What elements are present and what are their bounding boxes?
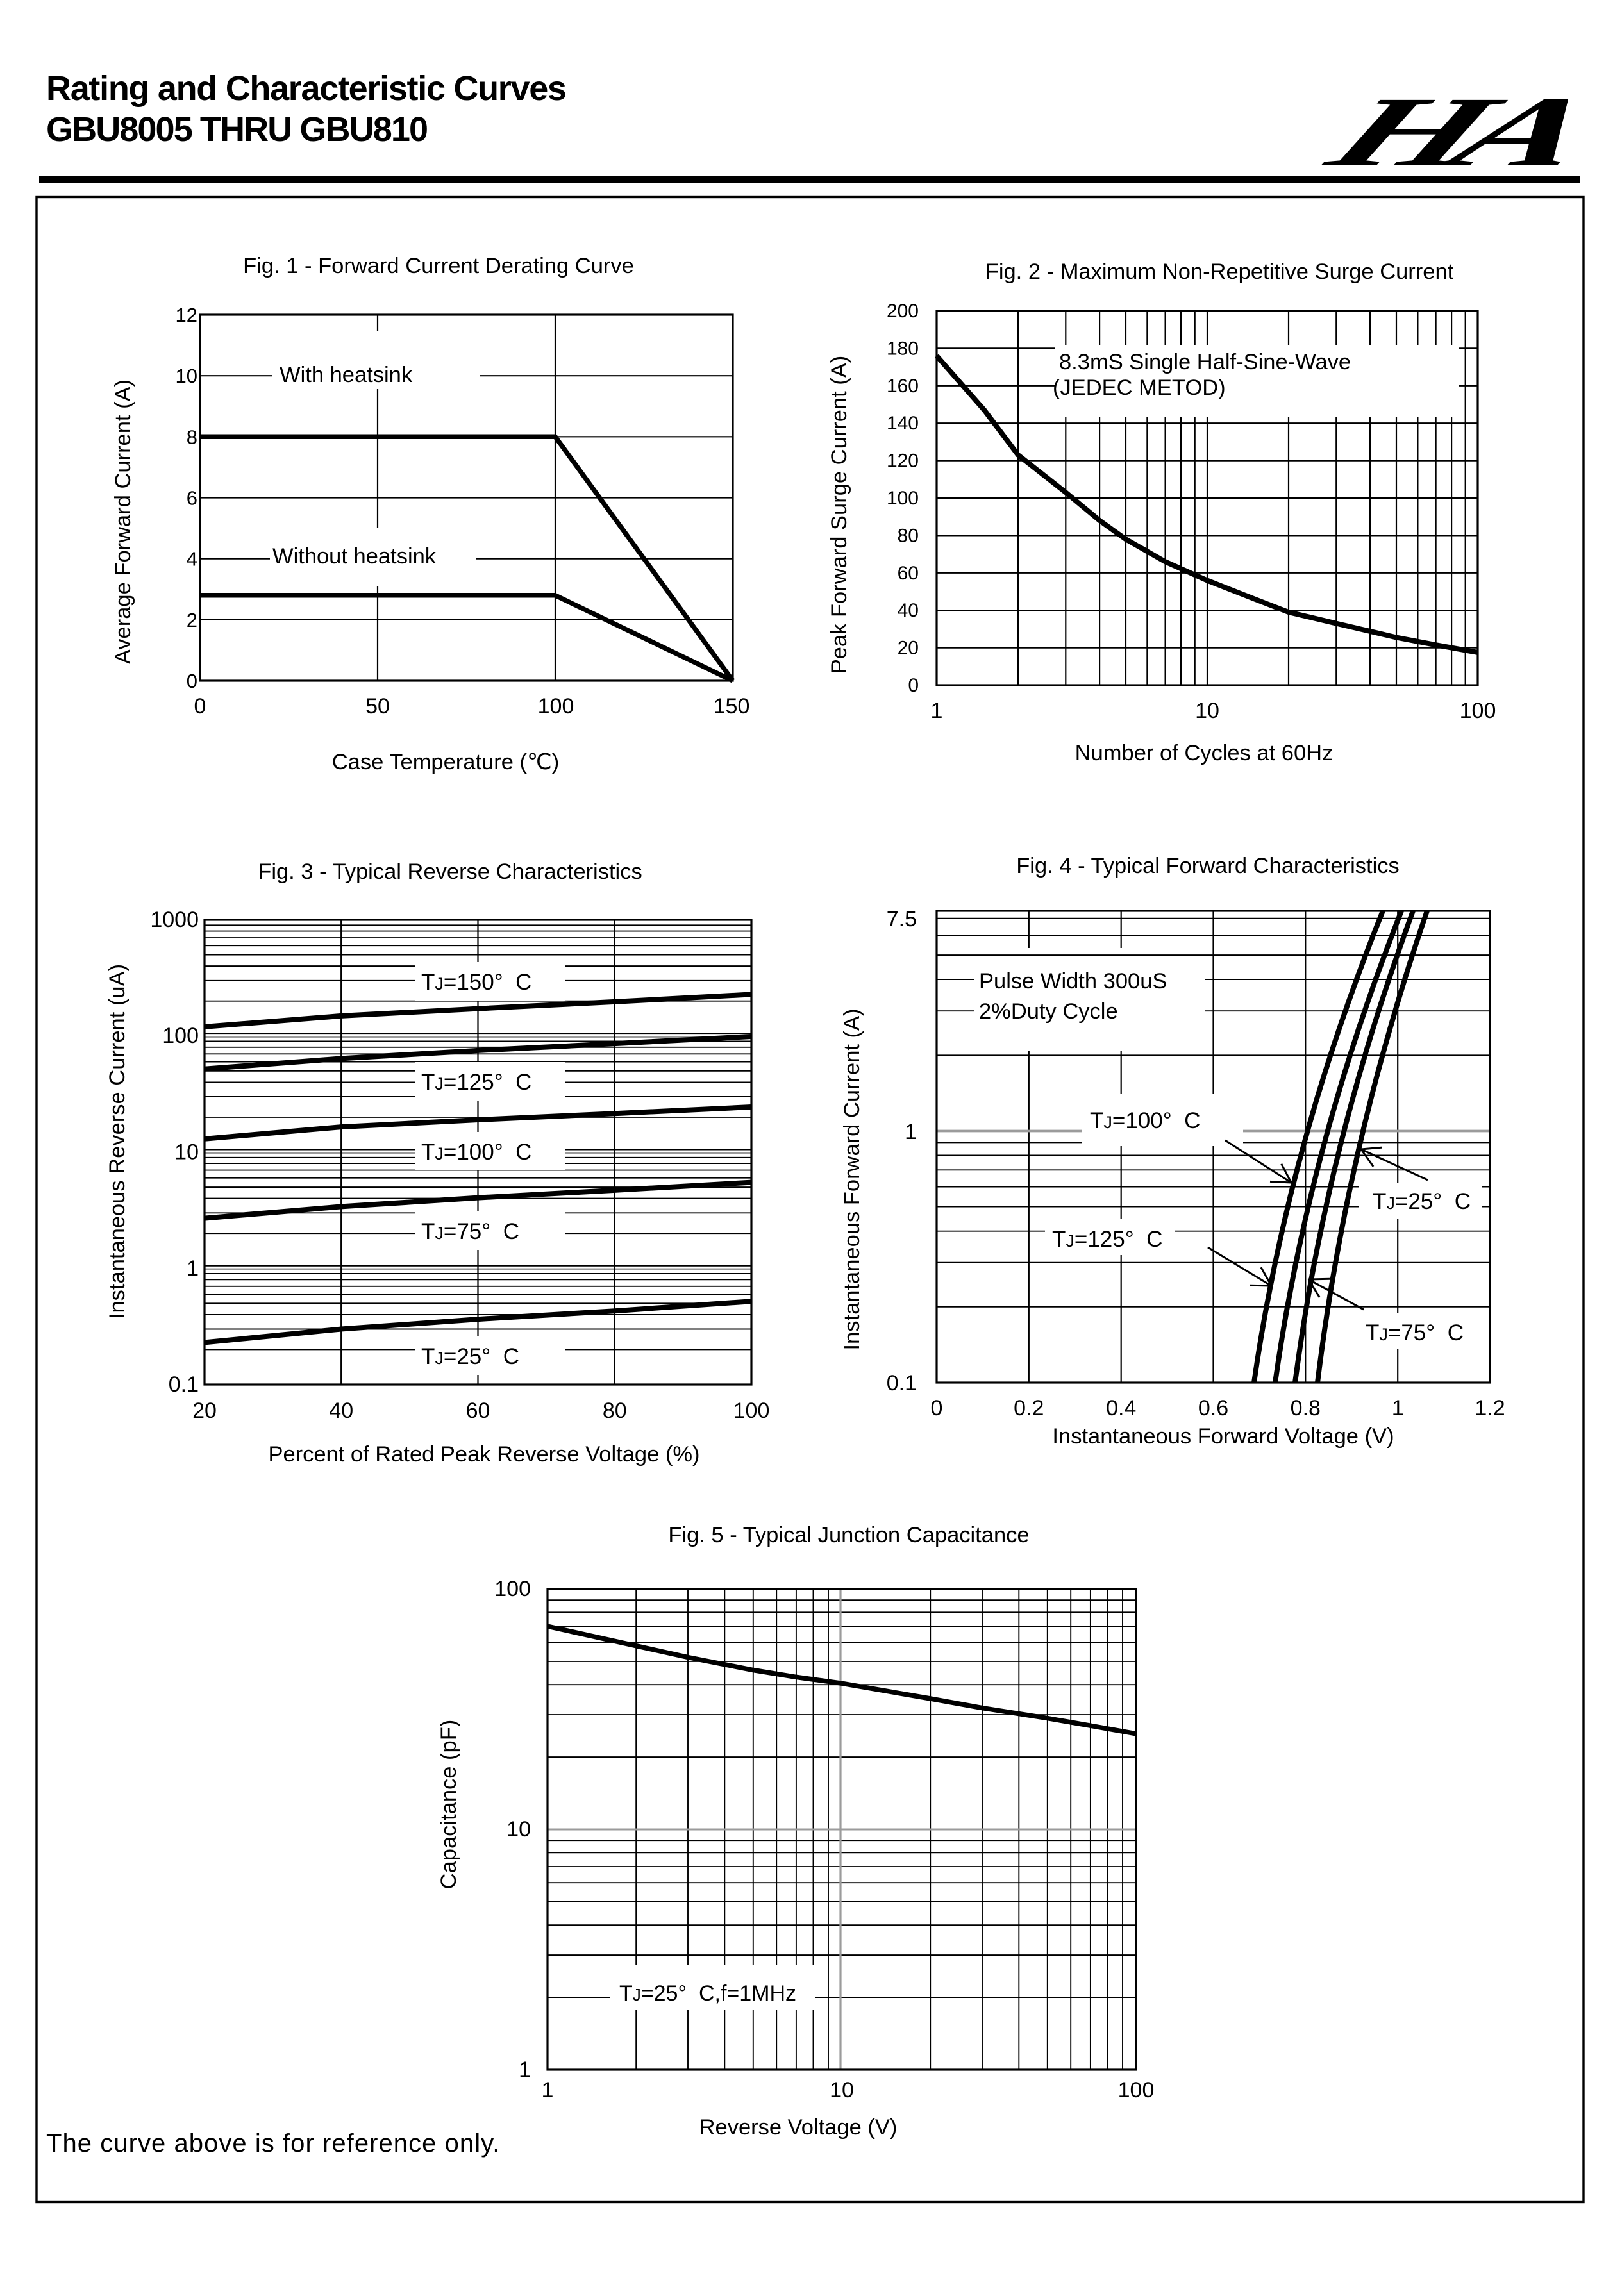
svg-text:Number of Cycles at 60Hz: Number of Cycles at 60Hz xyxy=(1075,741,1334,765)
svg-text:TJ=125° C: TJ=125° C xyxy=(1052,1227,1162,1252)
svg-text:0.1: 0.1 xyxy=(887,1371,917,1395)
svg-text:40: 40 xyxy=(329,1399,353,1423)
svg-text:10: 10 xyxy=(1195,699,1219,723)
svg-text:TJ=75° C: TJ=75° C xyxy=(421,1219,519,1244)
svg-text:Rating and Characteristic Curv: Rating and Characteristic Curves xyxy=(46,69,566,108)
svg-text:1: 1 xyxy=(905,1120,917,1144)
svg-text:TJ=100° C: TJ=100° C xyxy=(1090,1108,1200,1133)
svg-text:40: 40 xyxy=(898,600,919,621)
svg-text:Instantaneous Reverse Current: Instantaneous Reverse Current (uA) xyxy=(105,964,130,1319)
svg-text:1: 1 xyxy=(187,1256,199,1281)
svg-text:HA: HA xyxy=(1298,76,1622,187)
svg-text:Average Forward Current (A): Average Forward Current (A) xyxy=(111,379,135,664)
svg-text:80: 80 xyxy=(898,525,919,546)
svg-text:1: 1 xyxy=(519,2058,531,2082)
svg-text:100: 100 xyxy=(538,694,574,719)
svg-text:120: 120 xyxy=(887,451,919,472)
svg-text:Fig. 2 - Maximum Non-Repetitiv: Fig. 2 - Maximum Non-Repetitive Surge Cu… xyxy=(985,260,1454,284)
svg-text:1: 1 xyxy=(931,699,943,723)
svg-text:(JEDEC METOD): (JEDEC METOD) xyxy=(1053,376,1226,400)
svg-text:20: 20 xyxy=(192,1399,217,1423)
svg-text:Fig. 5 - Typical Junction Capa: Fig. 5 - Typical Junction Capacitance xyxy=(668,1523,1029,1547)
svg-text:TJ=25° C: TJ=25° C xyxy=(1373,1189,1471,1214)
svg-text:100: 100 xyxy=(494,1577,531,1601)
svg-text:100: 100 xyxy=(162,1024,199,1048)
svg-text:100: 100 xyxy=(733,1399,770,1423)
svg-text:With heatsink: With heatsink xyxy=(280,363,413,387)
svg-text:TJ=150° C: TJ=150° C xyxy=(421,970,531,995)
svg-text:Case Temperature (℃): Case Temperature (℃) xyxy=(332,750,559,774)
svg-text:10: 10 xyxy=(830,2078,854,2102)
svg-text:0: 0 xyxy=(908,675,919,696)
svg-text:Percent of Rated Peak Reverse: Percent of Rated Peak Reverse Voltage (%… xyxy=(268,1442,699,1467)
svg-text:TJ=25° C,f=1MHz: TJ=25° C,f=1MHz xyxy=(619,1981,796,2006)
svg-text:100: 100 xyxy=(887,488,919,509)
svg-text:20: 20 xyxy=(898,638,919,659)
svg-text:0.2: 0.2 xyxy=(1014,1396,1044,1420)
svg-text:1: 1 xyxy=(1392,1396,1404,1420)
svg-text:2: 2 xyxy=(187,609,197,631)
svg-text:100: 100 xyxy=(1118,2078,1155,2102)
svg-text:50: 50 xyxy=(365,694,390,719)
svg-text:8: 8 xyxy=(187,426,197,448)
svg-text:150: 150 xyxy=(714,694,750,719)
svg-text:6: 6 xyxy=(187,487,197,510)
svg-text:160: 160 xyxy=(887,376,919,397)
svg-text:10: 10 xyxy=(176,365,197,387)
svg-text:7.5: 7.5 xyxy=(887,907,917,931)
svg-text:Pulse Width 300uS: Pulse Width 300uS xyxy=(979,969,1167,994)
svg-text:TJ=25° C: TJ=25° C xyxy=(421,1344,519,1369)
svg-text:The curve above is for referen: The curve above is for reference only. xyxy=(46,2129,500,2158)
svg-text:0.1: 0.1 xyxy=(169,1372,199,1397)
svg-text:Instantaneous Forward Voltage: Instantaneous Forward Voltage (V) xyxy=(1052,1424,1394,1449)
svg-text:0.6: 0.6 xyxy=(1198,1396,1228,1420)
svg-text:Fig. 3 - Typical Reverse Chara: Fig. 3 - Typical Reverse Characteristics xyxy=(258,860,642,884)
svg-text:60: 60 xyxy=(466,1399,490,1423)
svg-text:Fig. 4 - Typical Forward Chara: Fig. 4 - Typical Forward Characteristics xyxy=(1016,854,1400,878)
svg-text:8.3mS Single Half-Sine-Wave: 8.3mS Single Half-Sine-Wave xyxy=(1059,350,1351,374)
svg-text:180: 180 xyxy=(887,338,919,359)
svg-text:100: 100 xyxy=(1460,699,1496,723)
svg-text:1.2: 1.2 xyxy=(1475,1396,1505,1420)
svg-text:200: 200 xyxy=(887,301,919,322)
svg-text:80: 80 xyxy=(603,1399,627,1423)
svg-text:TJ=100° C: TJ=100° C xyxy=(421,1140,531,1165)
svg-text:TJ=75° C: TJ=75° C xyxy=(1366,1320,1464,1345)
svg-text:60: 60 xyxy=(898,563,919,584)
svg-text:Fig. 1 - Forward Current Derat: Fig. 1 - Forward Current Derating Curve xyxy=(243,254,634,278)
svg-text:1000: 1000 xyxy=(150,908,199,932)
svg-text:TJ=125° C: TJ=125° C xyxy=(421,1070,531,1095)
svg-text:10: 10 xyxy=(506,1817,531,1842)
svg-text:0.8: 0.8 xyxy=(1291,1396,1321,1420)
svg-text:10: 10 xyxy=(174,1140,199,1165)
svg-text:GBU8005 THRU GBU810: GBU8005 THRU GBU810 xyxy=(46,110,427,149)
svg-text:0: 0 xyxy=(187,670,197,692)
svg-text:12: 12 xyxy=(176,304,197,326)
svg-text:2%Duty Cycle: 2%Duty Cycle xyxy=(979,999,1118,1024)
svg-text:Reverse Voltage (V): Reverse Voltage (V) xyxy=(699,2115,898,2140)
svg-text:Peak Forward Surge Current (A): Peak Forward Surge Current (A) xyxy=(827,356,851,674)
svg-text:0: 0 xyxy=(931,1396,943,1420)
svg-text:1: 1 xyxy=(542,2078,554,2102)
svg-text:Capacitance (pF): Capacitance (pF) xyxy=(437,1720,461,1890)
svg-text:0.4: 0.4 xyxy=(1106,1396,1136,1420)
svg-text:140: 140 xyxy=(887,413,919,434)
svg-text:Without heatsink: Without heatsink xyxy=(272,544,437,569)
svg-text:Instantaneous Forward Current: Instantaneous Forward Current (A) xyxy=(840,1008,864,1350)
svg-text:4: 4 xyxy=(187,548,197,570)
svg-text:0: 0 xyxy=(194,694,206,719)
